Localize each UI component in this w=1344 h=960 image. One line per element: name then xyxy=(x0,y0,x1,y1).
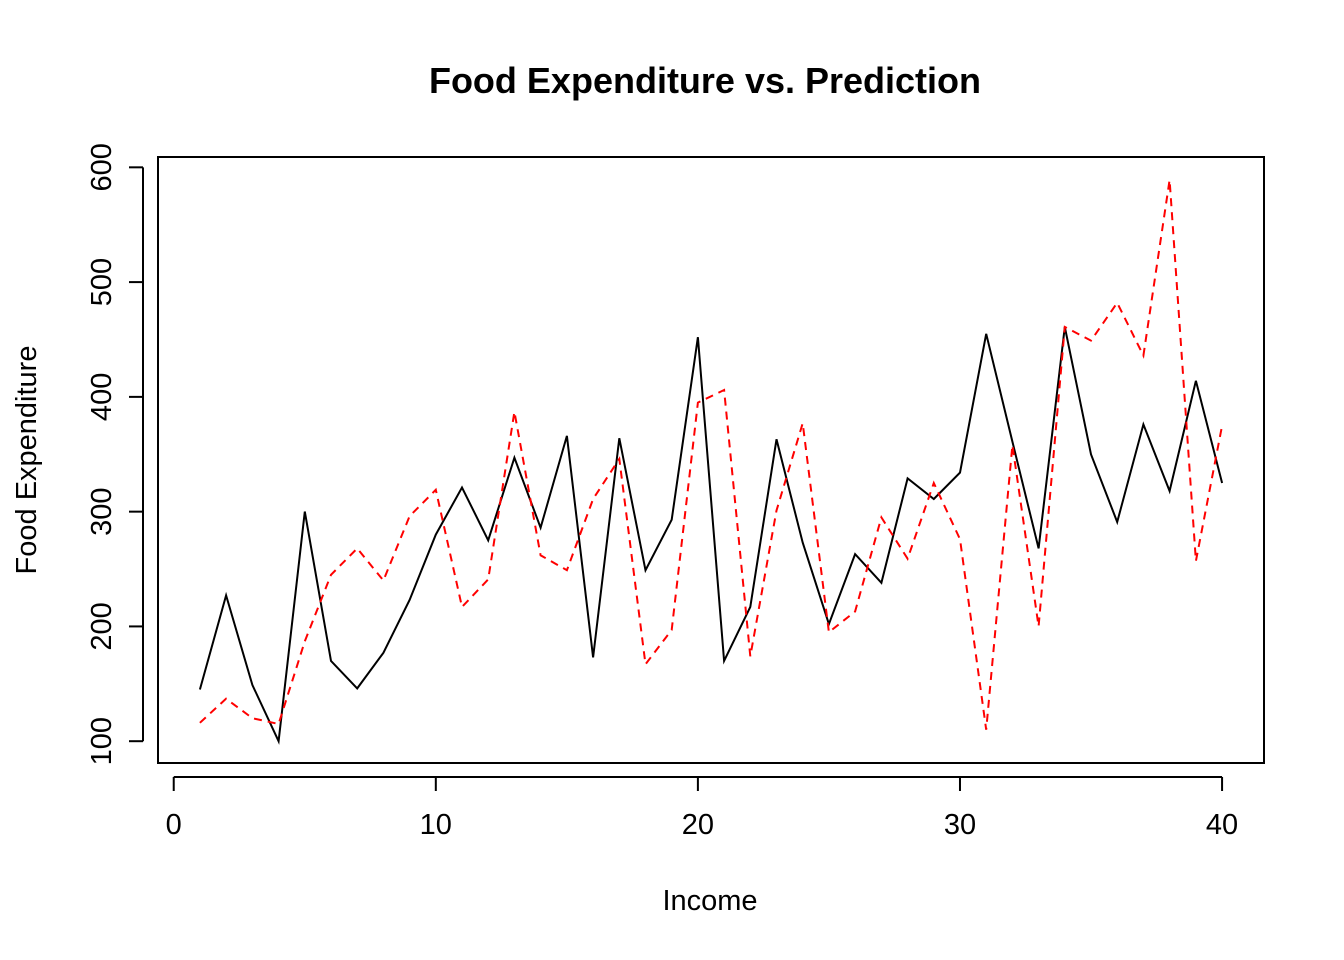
x-tick-label: 10 xyxy=(420,809,452,841)
plot-border xyxy=(157,156,1265,764)
x-tick-label: 20 xyxy=(682,809,714,841)
series-layer xyxy=(198,179,1224,745)
series-line-2 xyxy=(199,179,1224,730)
y-tick-label: 400 xyxy=(86,373,118,421)
x-axis: 0 10 20 30 40 xyxy=(166,776,1238,841)
y-tick-label: 500 xyxy=(86,258,118,306)
series-line-1 xyxy=(198,326,1224,745)
y-axis-label: Food Expenditure xyxy=(11,346,43,575)
y-tick-label: 100 xyxy=(86,717,118,765)
y-tick-label: 600 xyxy=(86,143,118,191)
y-tick-label: 200 xyxy=(86,602,118,650)
x-axis-label: Income xyxy=(662,885,757,917)
x-tick-label: 40 xyxy=(1206,809,1238,841)
y-tick-label: 300 xyxy=(86,487,118,535)
x-tick-label: 0 xyxy=(166,809,182,841)
y-axis: 100 200 300 400 500 600 xyxy=(86,143,144,765)
x-tick-label: 30 xyxy=(944,809,976,841)
chart-title: Food Expenditure vs. Prediction xyxy=(429,60,981,101)
